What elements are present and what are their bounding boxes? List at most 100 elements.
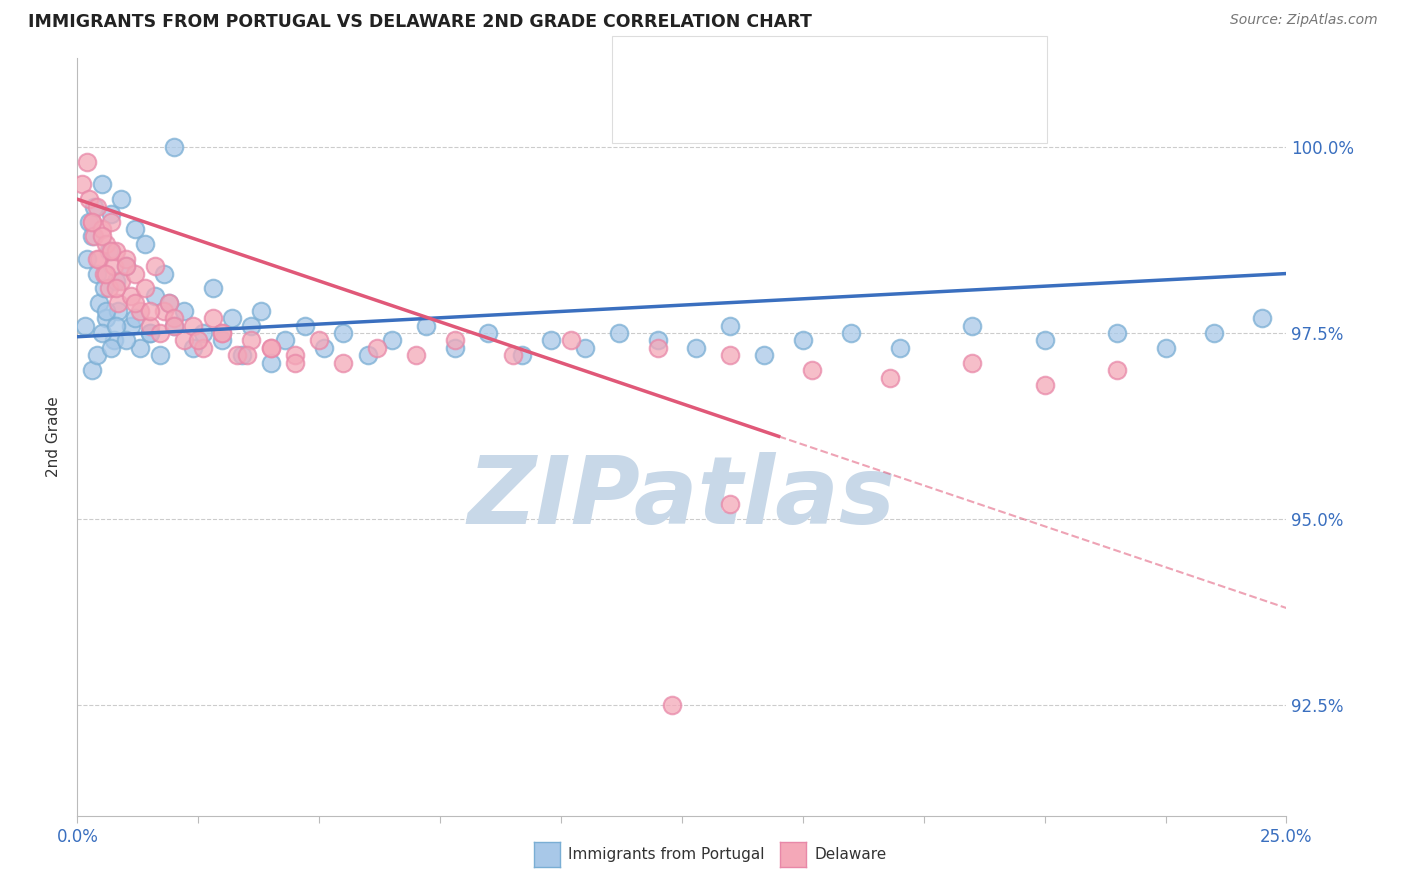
Point xyxy=(79,192,101,206)
Point xyxy=(114,259,136,273)
Point xyxy=(1033,378,1056,392)
Point xyxy=(356,348,378,362)
Point xyxy=(718,318,741,333)
Point xyxy=(96,236,118,251)
Point xyxy=(70,178,93,192)
Point xyxy=(86,200,108,214)
Point xyxy=(139,326,162,340)
Point xyxy=(235,348,257,362)
Point xyxy=(960,318,983,333)
Point xyxy=(889,341,911,355)
Point xyxy=(183,318,205,333)
Point xyxy=(103,334,125,348)
Point xyxy=(129,341,152,355)
Point xyxy=(226,348,249,362)
Point xyxy=(647,334,669,348)
Point xyxy=(129,303,152,318)
Point xyxy=(405,348,427,362)
Point xyxy=(201,281,224,295)
Point xyxy=(96,311,118,326)
Point xyxy=(83,229,105,244)
Point xyxy=(1033,334,1056,348)
Point xyxy=(143,259,166,273)
Point xyxy=(718,497,741,511)
Point xyxy=(260,341,283,355)
Point xyxy=(332,326,354,340)
Point xyxy=(163,318,186,333)
Point xyxy=(560,334,582,348)
Point xyxy=(114,334,136,348)
Point xyxy=(477,326,499,340)
Point xyxy=(792,334,814,348)
Point xyxy=(86,267,108,281)
Point xyxy=(73,318,96,333)
Point xyxy=(211,326,233,340)
Point xyxy=(153,303,176,318)
Point xyxy=(231,348,253,362)
Point xyxy=(83,200,105,214)
Point xyxy=(153,267,176,281)
Y-axis label: 2nd Grade: 2nd Grade xyxy=(46,397,62,477)
Point xyxy=(90,326,112,340)
Point xyxy=(163,311,186,326)
Point xyxy=(240,318,263,333)
Point xyxy=(157,296,180,310)
Point xyxy=(879,370,901,384)
Point xyxy=(540,334,562,348)
Point xyxy=(284,348,307,362)
Point xyxy=(274,334,297,348)
Point xyxy=(187,334,209,348)
Point xyxy=(120,289,142,303)
Point xyxy=(221,311,243,326)
Point xyxy=(105,318,128,333)
Point xyxy=(96,303,118,318)
Point xyxy=(76,252,98,266)
Point xyxy=(93,267,115,281)
Point xyxy=(1154,341,1177,355)
Point xyxy=(240,334,263,348)
Point xyxy=(110,192,132,206)
Point xyxy=(163,140,186,154)
Point xyxy=(647,341,669,355)
Text: Delaware: Delaware xyxy=(814,847,886,862)
Point xyxy=(443,334,465,348)
Point xyxy=(685,341,707,355)
Point xyxy=(574,341,596,355)
Point xyxy=(143,289,166,303)
Point xyxy=(502,348,524,362)
Point xyxy=(110,274,132,288)
Point xyxy=(87,296,110,310)
Point xyxy=(134,236,156,251)
Point xyxy=(510,348,533,362)
Point xyxy=(163,318,186,333)
Point xyxy=(80,214,103,228)
Point xyxy=(661,698,683,712)
Point xyxy=(801,363,824,377)
Point xyxy=(139,326,162,340)
Point xyxy=(366,341,388,355)
Point xyxy=(107,296,129,310)
Point xyxy=(120,318,142,333)
Text: Source: ZipAtlas.com: Source: ZipAtlas.com xyxy=(1230,13,1378,28)
Point xyxy=(139,303,162,318)
Point xyxy=(90,222,112,236)
Point xyxy=(86,348,108,362)
Point xyxy=(90,229,112,244)
Point xyxy=(607,326,630,340)
Point xyxy=(1251,311,1274,326)
Text: IMMIGRANTS FROM PORTUGAL VS DELAWARE 2ND GRADE CORRELATION CHART: IMMIGRANTS FROM PORTUGAL VS DELAWARE 2ND… xyxy=(28,13,813,31)
Point xyxy=(183,341,205,355)
Point xyxy=(124,267,146,281)
Point xyxy=(284,356,307,370)
Point xyxy=(839,326,862,340)
Point xyxy=(96,267,118,281)
Text: Immigrants from Portugal: Immigrants from Portugal xyxy=(568,847,765,862)
Point xyxy=(201,311,224,326)
Point xyxy=(718,348,741,362)
Point xyxy=(79,214,101,228)
Point xyxy=(211,334,233,348)
Point xyxy=(191,326,214,340)
Point xyxy=(100,207,122,221)
Point xyxy=(100,244,122,259)
Point xyxy=(173,303,195,318)
